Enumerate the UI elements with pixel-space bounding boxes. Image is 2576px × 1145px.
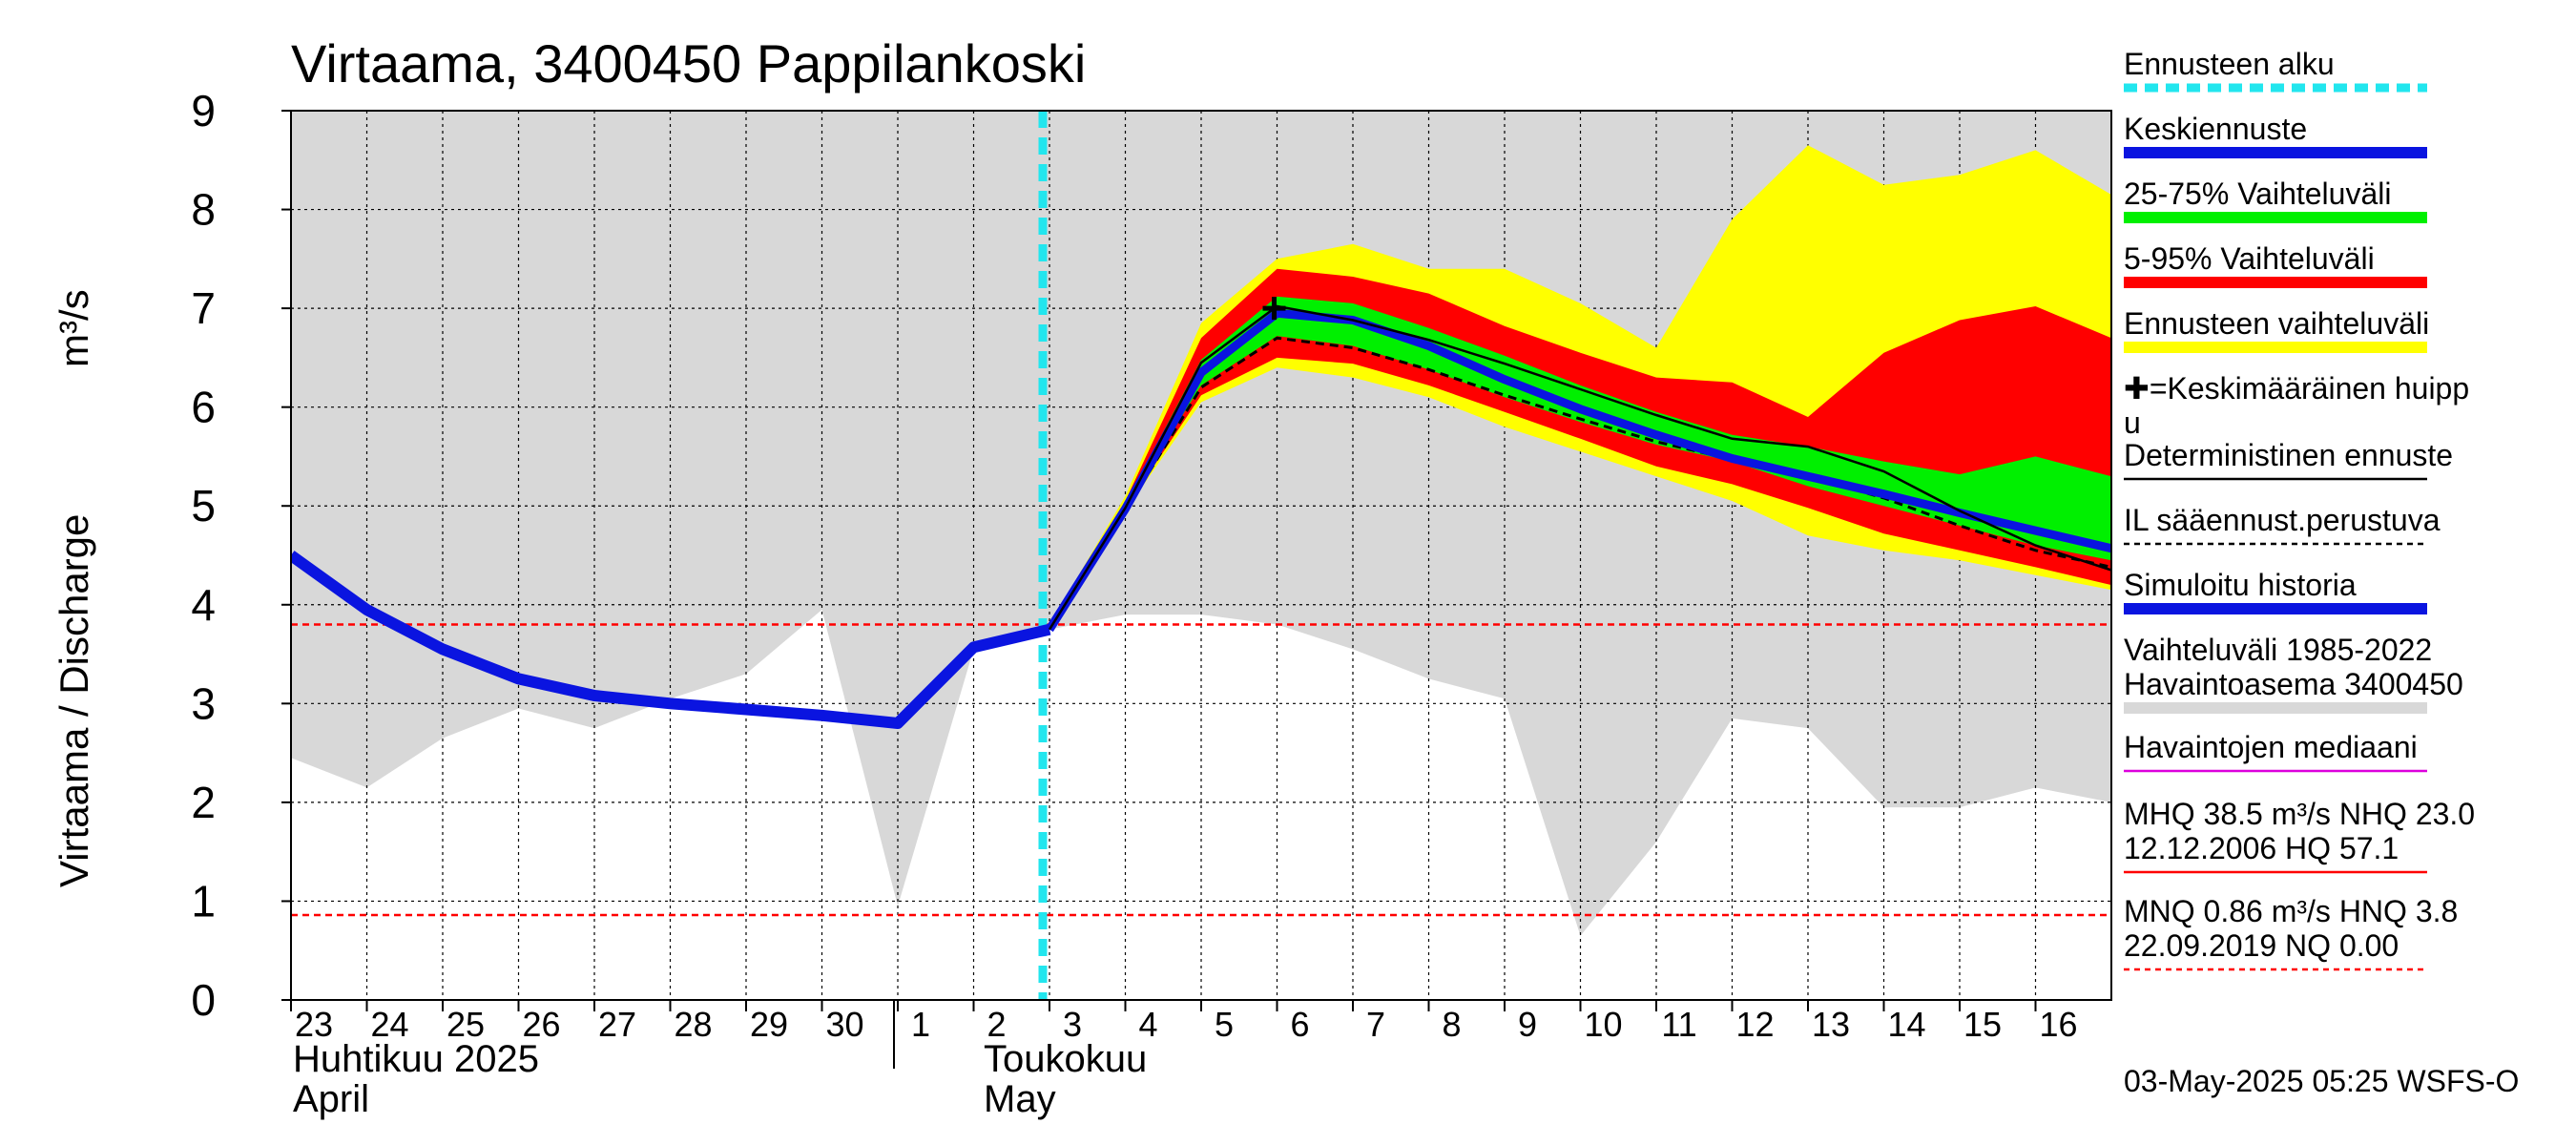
x-tick-label: 7 <box>1366 1005 1385 1044</box>
x-tick-label: 27 <box>598 1005 636 1044</box>
band-5-95 <box>1049 268 2111 625</box>
legend-label: Ennusteen alku <box>2124 47 2335 81</box>
y-tick-label: 1 <box>191 876 216 926</box>
month-label-april-en: April <box>293 1078 369 1120</box>
simulated-history-line <box>291 551 1051 729</box>
y-tick-label: 0 <box>191 975 216 1025</box>
y-tick-label: 5 <box>191 481 216 531</box>
x-tick-label: 24 <box>370 1005 408 1044</box>
x-tick-label: 26 <box>522 1005 560 1044</box>
legend-label-line2: u <box>2124 406 2141 440</box>
plot-clip-group <box>291 111 2111 1000</box>
y-tick-label: 3 <box>191 678 216 728</box>
x-tick-label: 11 <box>1661 1005 1696 1044</box>
x-tick-label: 14 <box>1887 1005 1925 1044</box>
legend-label-line2: 22.09.2019 NQ 0.00 <box>2124 928 2399 963</box>
legend: Ennusteen alku Keskiennuste 25-75% Vaihtel… <box>2124 47 2475 971</box>
y-tick-label: 6 <box>191 383 216 432</box>
x-tick-label: 25 <box>447 1005 485 1044</box>
x-tick-label: 16 <box>2039 1005 2077 1044</box>
x-tick-label: 6 <box>1290 1005 1309 1044</box>
chart-title: Virtaama, 3400450 Pappilankoski <box>291 33 1086 94</box>
plot-area <box>291 111 2111 1000</box>
x-tick-label: 2 <box>987 1005 1006 1044</box>
x-tick-label: 8 <box>1442 1005 1461 1044</box>
y-tick-label: 8 <box>191 185 216 235</box>
x-tick-label: 15 <box>1963 1005 2002 1044</box>
legend-label: Keskiennuste <box>2124 112 2307 146</box>
y-axis-unit: m³/s <box>52 289 96 367</box>
mean-peak-marker <box>1262 297 1286 321</box>
legend-label: Deterministinen ennuste <box>2124 438 2453 472</box>
x-tick-label: 3 <box>1063 1005 1082 1044</box>
month-label-may-fi: Toukokuu <box>984 1038 1147 1080</box>
x-tick-label: 13 <box>1812 1005 1850 1044</box>
legend-label: MNQ 0.86 m³/s HNQ 3.8 <box>2124 894 2458 928</box>
footer-timestamp: 03-May-2025 05:25 WSFS-O <box>2124 1064 2519 1098</box>
legend-label-line2: Havaintoasema 3400450 <box>2124 667 2463 701</box>
x-tick-label: 29 <box>750 1005 788 1044</box>
legend-label: IL sääennust.perustuva <box>2124 503 2441 537</box>
il-weather-forecast-line <box>1048 336 2111 631</box>
legend-label: MHQ 38.5 m³/s NHQ 23.0 <box>2124 797 2475 831</box>
legend-label: ✚=Keskimääräinen huipp <box>2124 371 2469 406</box>
y-tick-label: 7 <box>191 283 216 333</box>
x-tick-label: 10 <box>1584 1005 1622 1044</box>
x-tick-label: 30 <box>825 1005 863 1044</box>
y-tick-label: 9 <box>191 86 216 135</box>
x-tick-label: 9 <box>1518 1005 1537 1044</box>
legend-label: Havaintojen mediaani <box>2124 730 2418 764</box>
legend-label: Vaihteluväli 1985-2022 <box>2124 633 2432 667</box>
month-label-may-en: May <box>984 1078 1056 1120</box>
x-tick-label: 23 <box>295 1005 333 1044</box>
x-tick-label: 1 <box>911 1005 930 1044</box>
history-variation-band <box>291 111 2111 936</box>
legend-label: 5-95% Vaihteluväli <box>2124 241 2375 276</box>
legend-label: Ennusteen vaihteluväli <box>2124 306 2429 341</box>
legend-label: 25-75% Vaihteluväli <box>2124 177 2391 211</box>
legend-label-line2: 12.12.2006 HQ 57.1 <box>2124 831 2399 865</box>
x-tick-label: 5 <box>1215 1005 1234 1044</box>
month-label-april-fi: Huhtikuu 2025 <box>293 1038 539 1080</box>
legend-label: Simuloitu historia <box>2124 568 2357 602</box>
y-tick-label: 2 <box>191 778 216 827</box>
x-tick-label: 4 <box>1138 1005 1157 1044</box>
y-tick-label: 4 <box>191 580 216 630</box>
x-tick-label: 12 <box>1735 1005 1774 1044</box>
deterministic-forecast-line <box>1048 304 2111 631</box>
mean-forecast-line <box>1046 308 2111 633</box>
x-tick-label: 28 <box>674 1005 712 1044</box>
y-axis-label: Virtaama / Discharge <box>52 514 96 887</box>
